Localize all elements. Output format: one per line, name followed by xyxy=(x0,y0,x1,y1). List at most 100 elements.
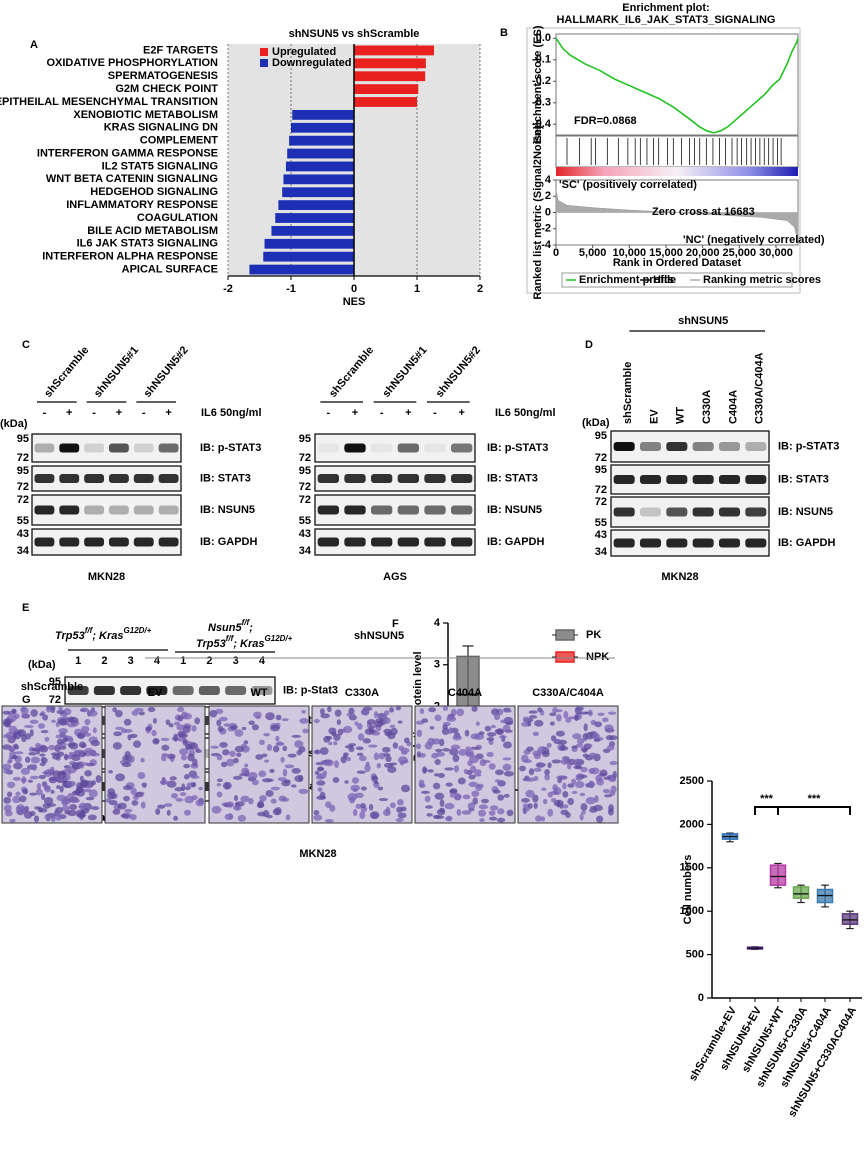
stained-cell xyxy=(25,756,31,763)
genotype-part: ; Kras xyxy=(92,630,123,642)
bar xyxy=(287,148,354,159)
stained-cell xyxy=(257,800,265,808)
stained-cell xyxy=(474,769,482,775)
stained-cell xyxy=(422,766,428,774)
stained-cell xyxy=(519,765,526,772)
bar xyxy=(275,213,354,223)
stained-cell xyxy=(360,786,367,791)
protein-band xyxy=(745,442,767,451)
antibody-label: IB: GAPDH xyxy=(200,536,258,548)
stained-cell xyxy=(50,815,56,823)
stained-cell xyxy=(270,798,277,804)
stained-cell xyxy=(61,798,69,807)
treatment-sign: + xyxy=(352,407,358,419)
stained-cell xyxy=(314,770,320,776)
stained-cell xyxy=(40,793,46,801)
stained-cell xyxy=(535,815,542,822)
stained-cell xyxy=(470,746,480,750)
stained-cell xyxy=(55,813,62,821)
stained-cell xyxy=(29,729,34,737)
stained-cell xyxy=(216,754,223,761)
protein-band xyxy=(397,537,419,547)
stained-cell xyxy=(237,814,247,822)
protein-band xyxy=(371,505,393,515)
protein-band xyxy=(424,505,446,515)
kda-marker: 72 xyxy=(49,694,61,706)
stained-cell xyxy=(123,795,130,802)
stained-cell xyxy=(445,782,453,787)
stained-cell xyxy=(177,730,186,738)
stained-cell xyxy=(373,710,379,719)
stained-cell xyxy=(112,742,122,750)
stained-cell xyxy=(344,745,354,749)
stained-cell xyxy=(29,792,38,796)
stained-cell xyxy=(258,770,267,778)
panel-letter: B xyxy=(500,27,508,39)
blot-frame xyxy=(31,528,182,556)
stained-cell xyxy=(532,731,540,737)
stained-cell xyxy=(67,723,77,728)
stained-cell xyxy=(3,796,12,804)
stained-cell xyxy=(549,712,557,717)
category-label: HEDGEHOD SIGNALING xyxy=(90,186,218,198)
stained-cell xyxy=(30,756,41,764)
stained-cell xyxy=(364,764,371,773)
y-tick-label: -0.2 xyxy=(532,75,551,87)
stained-cell xyxy=(259,794,267,802)
stained-cell xyxy=(184,795,195,804)
stained-cell xyxy=(173,733,179,742)
stained-cell xyxy=(243,740,249,745)
protein-band xyxy=(666,442,688,451)
kda-marker: 95 xyxy=(595,464,607,476)
x-tick-label: -1 xyxy=(286,283,296,295)
lane-number: 4 xyxy=(259,655,266,667)
stained-cell xyxy=(562,804,569,809)
stained-cell xyxy=(174,786,184,792)
stained-cell xyxy=(396,806,403,813)
blot-frame xyxy=(314,433,476,463)
protein-band xyxy=(397,505,419,515)
bar xyxy=(289,135,354,146)
stained-cell xyxy=(376,713,386,717)
stained-cell xyxy=(215,708,224,715)
stained-cell xyxy=(595,815,604,823)
stained-cell xyxy=(567,797,574,806)
antibody-label: IB: STAT3 xyxy=(487,472,538,484)
stained-cell xyxy=(241,767,250,775)
genotype-part: ; xyxy=(249,622,253,634)
stained-cell xyxy=(161,744,170,751)
stained-cell xyxy=(559,804,564,809)
stained-cell xyxy=(533,767,542,772)
stained-cell xyxy=(21,776,26,785)
y-tick-label: -4 xyxy=(541,239,552,251)
stained-cell xyxy=(88,710,98,717)
stained-cell xyxy=(129,733,138,739)
stained-cell xyxy=(607,808,614,816)
genotype-part: Trp53 xyxy=(55,630,85,642)
stained-cell xyxy=(182,713,192,720)
x-axis-title: NES xyxy=(343,296,366,308)
stained-cell xyxy=(58,718,68,726)
stained-cell xyxy=(123,785,133,791)
kda-marker: 72 xyxy=(595,484,607,496)
stained-cell xyxy=(583,723,588,732)
stained-cell xyxy=(23,811,33,819)
stained-cell xyxy=(166,753,176,760)
stained-cell xyxy=(383,710,390,716)
treatment-label: IL6 50ng/ml xyxy=(495,407,556,419)
stained-cell xyxy=(282,745,288,752)
protein-band xyxy=(424,474,446,483)
box xyxy=(769,864,787,886)
stained-cell xyxy=(317,772,327,780)
protein-band xyxy=(133,537,154,547)
stained-cell xyxy=(248,771,258,780)
stained-cell xyxy=(216,719,222,727)
protein-band xyxy=(344,505,366,515)
stained-cell xyxy=(432,782,441,790)
stained-cell xyxy=(355,803,362,809)
stained-cell xyxy=(362,738,371,744)
stained-cell xyxy=(234,729,244,737)
protein-band xyxy=(34,537,55,547)
stained-cell xyxy=(313,814,323,821)
stained-cell xyxy=(486,737,495,741)
